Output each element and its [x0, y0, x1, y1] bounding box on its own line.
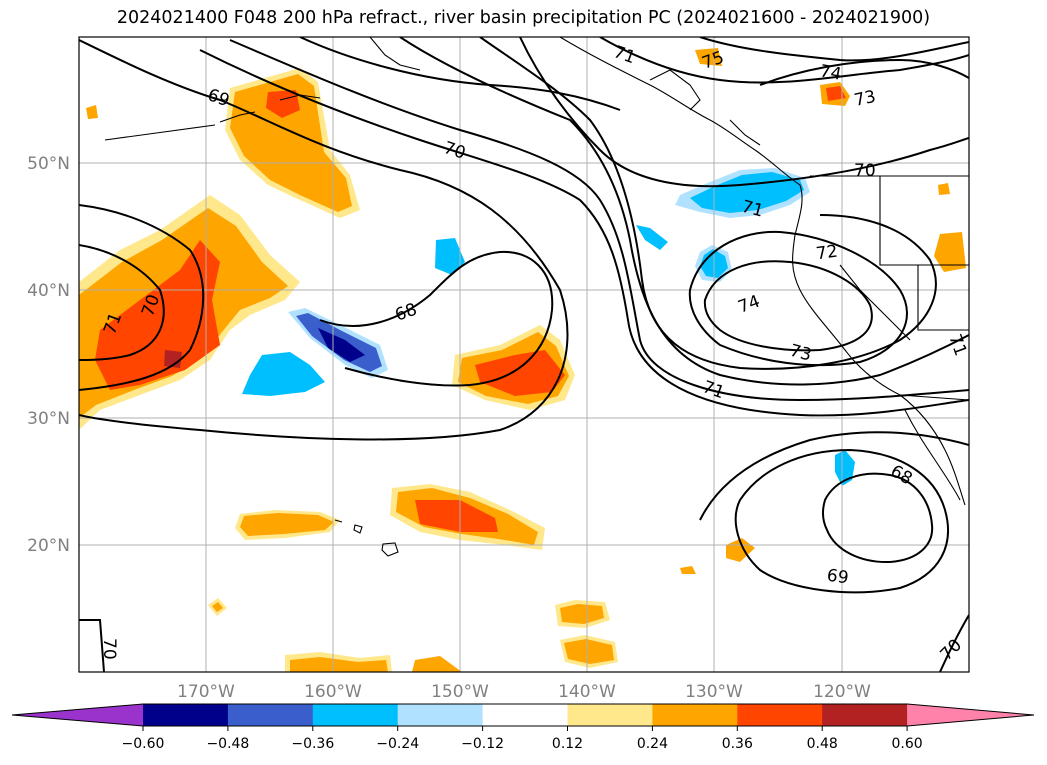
contour-line [229, 39, 969, 402]
contour-label: 73 [852, 87, 877, 111]
contour-line [688, 230, 908, 367]
colorbar-tick-label: −0.12 [461, 736, 504, 752]
map-title: 2024021400 F048 200 hPa refract., river … [116, 8, 931, 28]
shade-region [164, 350, 182, 368]
contour-line [79, 204, 205, 391]
shade-region [835, 450, 855, 486]
shade-region [435, 238, 465, 275]
shade-region [230, 74, 352, 212]
contour-line [519, 37, 969, 188]
shade-region [412, 656, 462, 672]
contour-line [79, 244, 165, 361]
shade-region [564, 639, 614, 664]
shade-region [695, 48, 722, 66]
contour-line [759, 58, 969, 86]
colorbar-extend-left [12, 704, 143, 726]
colorbar-tick-label: 0.60 [892, 736, 923, 752]
colorbar-segment [397, 704, 484, 726]
contour-line [939, 614, 969, 672]
contour-line [199, 49, 969, 417]
contour-label: 70 [99, 638, 119, 660]
shade-region [212, 602, 223, 612]
lat-label: 20°N [27, 536, 70, 556]
shade-region [938, 183, 950, 195]
colorbar-segment [143, 704, 229, 726]
longitude-labels: 170°W 160°W 150°W 140°W 130°W 120°W [177, 682, 871, 702]
contours [79, 37, 969, 672]
contour-label: 69 [826, 566, 850, 589]
contour-label: 72 [815, 241, 839, 264]
shade-region [475, 350, 565, 396]
shade-region [560, 604, 604, 624]
colorbar-segment [652, 704, 738, 726]
colorbar-tick-label: −0.24 [376, 736, 419, 752]
coastlines [104, 37, 969, 557]
contour-line [703, 260, 873, 352]
contour-line [821, 472, 934, 564]
contour-line [734, 448, 949, 594]
colorbar-tick-label: 0.12 [552, 736, 583, 752]
contour-line [299, 37, 621, 111]
colorbar-tick-label: −0.60 [122, 736, 165, 752]
colorbar-segment [312, 704, 399, 726]
lon-label: 120°W [813, 682, 871, 702]
colorbar-tick-label: −0.48 [206, 736, 249, 752]
shade-region [826, 86, 846, 101]
lat-label: 30°N [27, 409, 70, 429]
shaded-precip-regions [79, 48, 966, 672]
lat-label: 40°N [27, 281, 70, 301]
contour-label: 74 [818, 61, 843, 84]
colorbar-segment [737, 704, 823, 726]
contour-line [699, 431, 969, 521]
colorbar-tick-label: −0.36 [291, 736, 334, 752]
contour-line [699, 37, 969, 62]
lon-label: 170°W [177, 682, 235, 702]
map-border [78, 36, 970, 673]
lon-label: 140°W [558, 682, 616, 702]
lon-label: 160°W [304, 682, 362, 702]
contour-line [479, 37, 937, 370]
contour-line [79, 39, 569, 441]
shade-region [86, 105, 98, 119]
lat-label: 50°N [27, 154, 70, 174]
colorbar-segment [227, 704, 314, 726]
contour-line [79, 619, 105, 672]
colorbar-segment [482, 704, 568, 726]
shade-region [240, 513, 334, 536]
lon-label: 150°W [431, 682, 489, 702]
shade-region [934, 232, 966, 272]
colorbar-tick-label: 0.48 [807, 736, 838, 752]
latitude-labels: 50°N 40°N 30°N 20°N [27, 154, 70, 556]
contour-line [599, 37, 969, 84]
colorbar-segment [567, 704, 653, 726]
shade-region [290, 657, 388, 672]
shade-region [726, 538, 755, 562]
shade-region [242, 352, 325, 396]
shade-region [318, 328, 365, 362]
colorbar-tick-label: 0.36 [722, 736, 753, 752]
colorbar-extend-right [907, 704, 1034, 726]
shade-region [636, 225, 668, 250]
colorbar-tick-label: 0.24 [637, 736, 668, 752]
shade-region [680, 566, 696, 574]
contour-line [319, 250, 554, 387]
contour-label: 70 [854, 161, 876, 181]
lon-label: 130°W [685, 682, 743, 702]
colorbar-segment [822, 704, 908, 726]
colorbar: −0.60 −0.48 −0.36 −0.24 −0.12 0.12 0.24 0.36 0.4… [11, 703, 1035, 752]
shade-region [415, 500, 498, 532]
